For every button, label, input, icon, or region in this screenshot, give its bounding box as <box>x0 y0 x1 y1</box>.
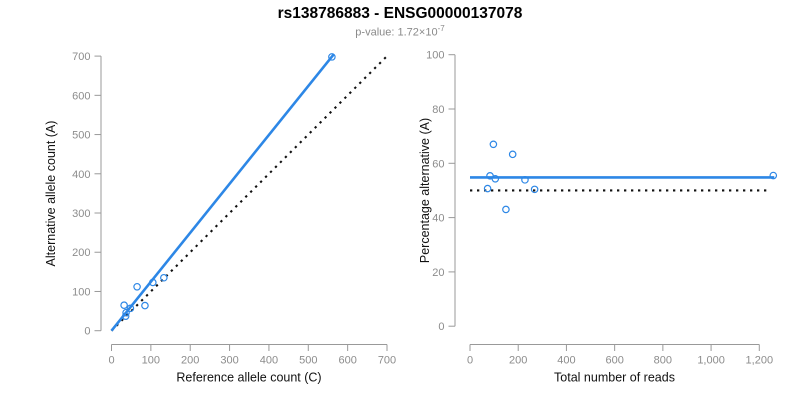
y-tick-label: 600 <box>72 90 90 102</box>
x-tick-label: 0 <box>108 355 114 367</box>
data-point <box>489 140 498 149</box>
y-tick-label: 0 <box>438 321 444 333</box>
data-point <box>530 185 539 194</box>
y-axis-title: Percentage alternative (A) <box>418 118 432 263</box>
pvalue-text: p-value: 1.72×10 <box>355 26 438 39</box>
identity-line <box>110 55 388 332</box>
data-point <box>521 176 529 184</box>
x-tick-label: 100 <box>142 355 160 367</box>
y-tick-label: 500 <box>72 130 90 142</box>
data-point <box>149 278 157 287</box>
data-point <box>160 273 168 282</box>
data-point <box>133 282 141 291</box>
x-tick-label: 400 <box>557 355 575 367</box>
x-tick-label: 300 <box>220 355 238 367</box>
data-point <box>483 184 492 193</box>
y-axis-title: Alternative allele count (A) <box>44 121 58 267</box>
y-tick-label: 700 <box>72 51 90 63</box>
x-tick-label: 800 <box>654 355 672 367</box>
data-point <box>508 150 517 159</box>
x-tick-label: 200 <box>509 355 527 367</box>
y-tick-label: 20 <box>432 267 444 279</box>
pvalue-exponent: -7 <box>437 24 445 33</box>
data-point <box>120 301 128 310</box>
y-tick-label: 40 <box>432 213 444 225</box>
data-point <box>141 301 149 310</box>
y-tick-label: 100 <box>426 50 444 62</box>
y-tick-label: 0 <box>84 326 90 338</box>
y-tick-label: 60 <box>432 158 444 170</box>
x-tick-label: 200 <box>181 355 199 367</box>
y-tick-label: 300 <box>72 208 90 220</box>
data-point <box>328 53 336 61</box>
y-tick-label: 100 <box>72 286 90 298</box>
data-point <box>121 312 130 320</box>
data-point <box>126 304 135 313</box>
y-tick-label: 400 <box>72 169 90 181</box>
x-tick-label: 1,000 <box>697 355 725 367</box>
plot-title: rs138786883 - ENSG00000137078 <box>277 5 523 22</box>
x-tick-label: 1,200 <box>746 355 774 367</box>
x-tick-label: 600 <box>605 355 623 367</box>
y-tick-label: 200 <box>72 247 90 259</box>
fit-line <box>110 53 335 332</box>
data-point <box>122 308 130 317</box>
x-tick-label: 0 <box>467 355 473 367</box>
x-tick-label: 600 <box>338 355 356 367</box>
data-point <box>491 174 500 183</box>
x-axis-title: Reference allele count (C) <box>176 371 321 385</box>
x-tick-label: 500 <box>299 355 317 367</box>
x-tick-label: 400 <box>260 355 278 367</box>
plot-subtitle: p-value: 1.72×10-7 <box>0 24 800 39</box>
data-point <box>769 171 778 180</box>
x-axis-title: Total number of reads <box>554 371 675 385</box>
x-tick-label: 700 <box>378 355 396 367</box>
y-tick-label: 80 <box>432 104 444 116</box>
data-point <box>502 205 510 214</box>
